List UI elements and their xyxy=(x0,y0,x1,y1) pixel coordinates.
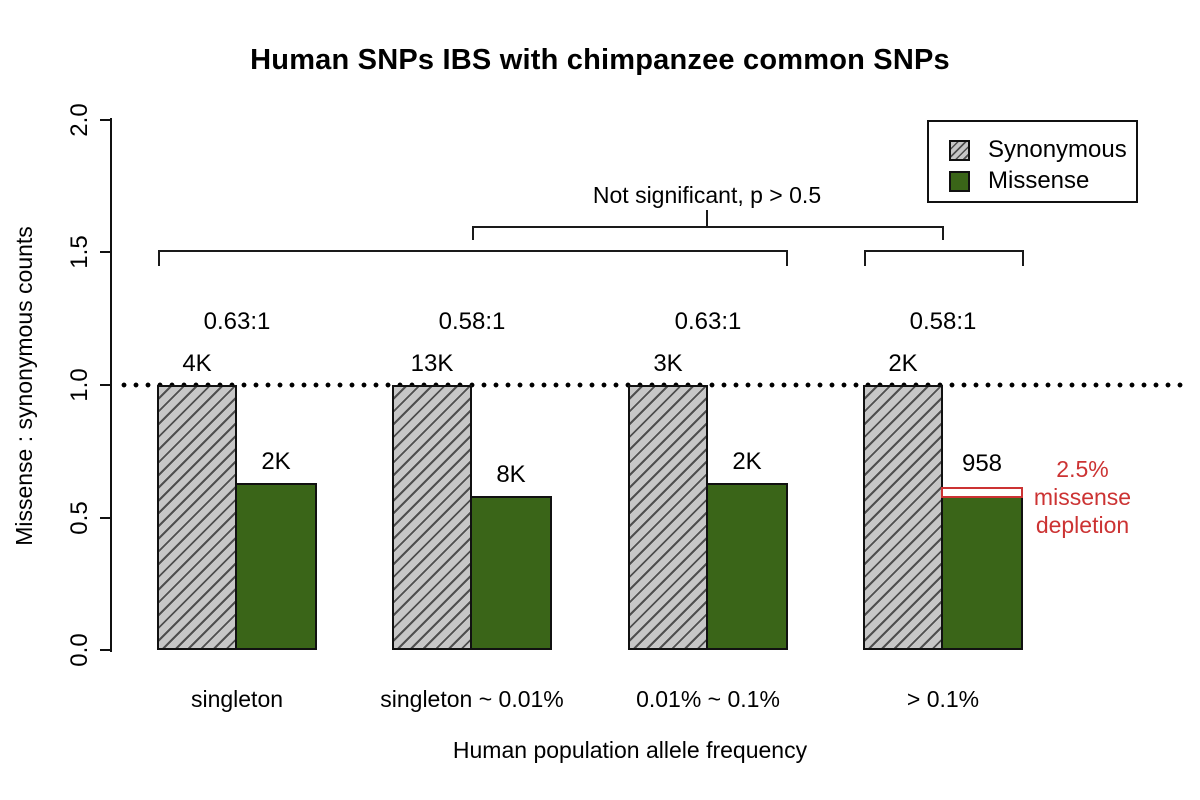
count-label: 3K xyxy=(653,350,683,377)
y-tick xyxy=(100,649,111,651)
synonymous-bar xyxy=(392,385,472,650)
y-axis-line xyxy=(110,118,112,652)
count-label: 8K xyxy=(496,461,526,488)
depletion-annotation: 2.5% missense depletion xyxy=(1010,455,1155,539)
count-label: 2K xyxy=(732,448,762,475)
significance-bracket-top xyxy=(472,226,944,240)
count-label: 13K xyxy=(410,350,454,377)
category-label: singleton xyxy=(190,686,284,712)
bar-group-gt-01: 0.58:1 2K 958 xyxy=(863,118,1023,650)
y-tick xyxy=(100,517,111,519)
x-axis-title: Human population allele frequency xyxy=(452,737,808,763)
bar-group-singleton: 0.63:1 4K 2K xyxy=(157,118,317,650)
legend-item-synonymous: Synonymous xyxy=(949,137,1136,163)
legend-item-label: Missense xyxy=(988,167,1090,194)
depletion-annotation-line: depletion xyxy=(1035,512,1130,538)
synonymous-bar xyxy=(863,385,943,650)
depletion-marker xyxy=(941,487,1023,498)
significance-label: Not significant, p > 0.5 xyxy=(592,182,822,208)
significance-bracket-left xyxy=(158,250,788,266)
missense-bar xyxy=(706,483,788,650)
count-label: 958 xyxy=(961,450,1003,477)
category-label: > 0.1% xyxy=(906,686,980,712)
y-tick-label: 0.5 xyxy=(66,501,93,535)
legend: Synonymous Missense xyxy=(927,120,1138,203)
y-tick-label: 1.5 xyxy=(66,235,93,269)
count-label: 2K xyxy=(888,350,918,377)
legend-item-missense: Missense xyxy=(949,168,1136,194)
missense-bar xyxy=(470,496,552,650)
y-tick-label: 0.0 xyxy=(66,633,93,667)
synonymous-bar xyxy=(157,385,237,650)
count-label: 2K xyxy=(261,448,291,475)
bar-group-001-01: 0.63:1 3K 2K xyxy=(628,118,788,650)
missense-bar xyxy=(941,496,1023,650)
y-tick xyxy=(100,251,111,253)
count-label: 4K xyxy=(182,350,212,377)
ratio-label: 0.63:1 xyxy=(203,308,271,335)
synonymous-swatch-icon xyxy=(949,139,970,161)
synonymous-bar xyxy=(628,385,708,650)
significance-bracket-stem xyxy=(706,210,708,227)
y-tick-label: 2.0 xyxy=(66,103,93,137)
ratio-label: 0.63:1 xyxy=(674,308,742,335)
depletion-annotation-line: missense xyxy=(1033,484,1132,510)
legend-item-label: Synonymous xyxy=(988,136,1127,163)
significance-bracket-right xyxy=(864,250,1024,266)
y-tick-label: 1.0 xyxy=(66,368,93,402)
ratio-label: 0.58:1 xyxy=(909,308,977,335)
category-label: 0.01% ~ 0.1% xyxy=(636,686,780,712)
ratio-label: 0.58:1 xyxy=(438,308,506,335)
chart-title: Human SNPs IBS with chimpanzee common SN… xyxy=(250,44,950,76)
depletion-annotation-line: 2.5% xyxy=(1056,456,1109,482)
missense-swatch-icon xyxy=(949,170,970,192)
y-tick xyxy=(100,119,111,121)
y-axis-title: Missense : synonymous counts xyxy=(11,226,37,546)
y-tick xyxy=(100,384,111,386)
bar-group-singleton-001: 0.58:1 13K 8K xyxy=(392,118,552,650)
category-label: singleton ~ 0.01% xyxy=(380,686,564,712)
missense-bar xyxy=(235,483,317,650)
